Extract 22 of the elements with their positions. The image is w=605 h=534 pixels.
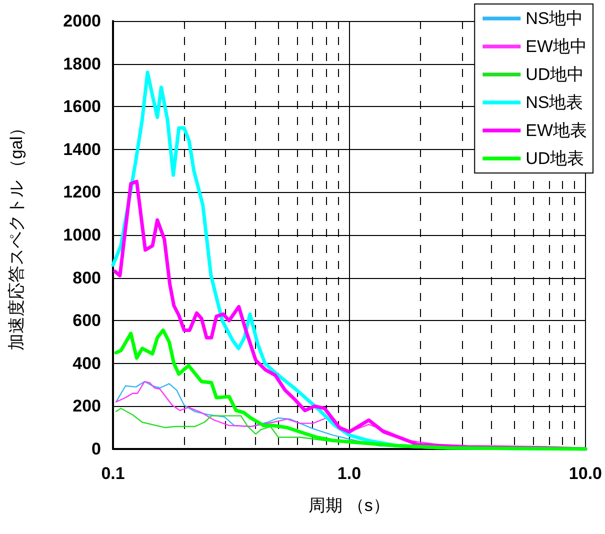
x-axis-title: 周期 （s） (308, 496, 390, 515)
legend-label: NS地中 (526, 9, 584, 28)
y-tick-label: 1400 (63, 140, 101, 159)
legend-label: NS地表 (526, 93, 584, 112)
legend-label: UD地表 (526, 149, 584, 168)
x-tick-label: 1.0 (337, 464, 362, 483)
y-tick-label: 1000 (63, 226, 101, 244)
x-tick-label: 0.1 (101, 464, 125, 483)
y-tick-label: 600 (72, 311, 101, 330)
y-tick-label: 200 (72, 396, 101, 416)
y-tick-label: 800 (72, 268, 101, 288)
x-tick-label: 10.0 (568, 464, 602, 483)
legend-label: EW地表 (526, 121, 588, 140)
y-tick-label: 0 (92, 440, 101, 458)
legend-label: UD地中 (526, 65, 584, 84)
legend-label: EW地中 (526, 37, 588, 56)
y-tick-label: 2000 (63, 12, 101, 30)
y-tick-label: 1800 (63, 54, 101, 74)
y-tick-label: 1600 (63, 97, 101, 116)
y-tick-label: 1200 (63, 182, 101, 202)
y-tick-label: 400 (72, 354, 101, 373)
y-axis-title: 加速度応答スペクトル （gal） (7, 119, 26, 351)
